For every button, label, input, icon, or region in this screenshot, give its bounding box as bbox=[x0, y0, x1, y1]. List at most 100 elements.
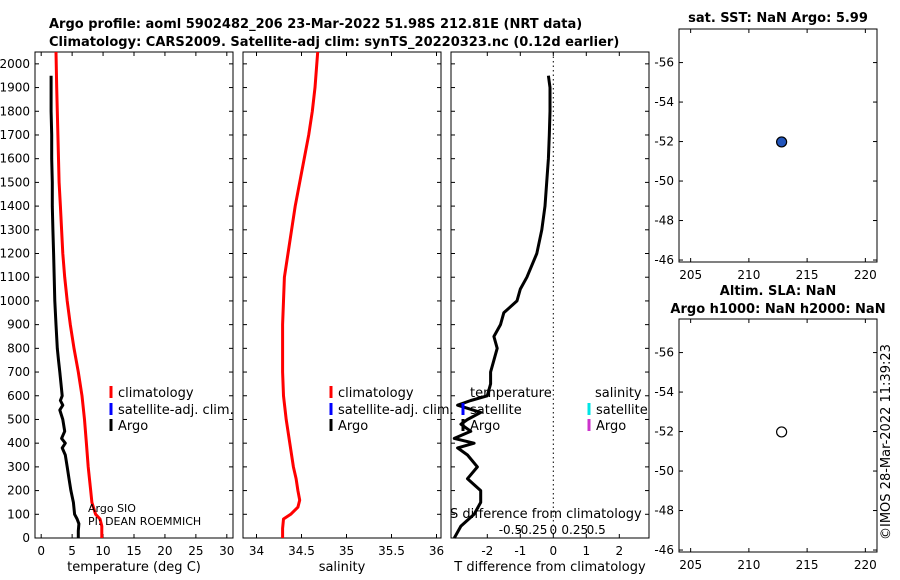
y-tick-label: -56 bbox=[654, 56, 674, 70]
temperature-panel bbox=[34, 51, 234, 539]
y-tick-label: -56 bbox=[654, 346, 674, 360]
figure-title-line2: Climatology: CARS2009. Satellite-adj cli… bbox=[49, 35, 619, 50]
x-tick-label: 0 bbox=[549, 544, 557, 558]
y-tick-label: 1900 bbox=[0, 81, 30, 95]
y-tick-label: -48 bbox=[654, 214, 674, 228]
temperature-axis-label: temperature (deg C) bbox=[67, 560, 201, 575]
legend-t-argo-label: Argo bbox=[470, 419, 500, 434]
y-tick-label: -52 bbox=[654, 425, 674, 439]
x-tick-label: 2 bbox=[615, 544, 623, 558]
y-tick-label: -46 bbox=[654, 543, 674, 557]
x-tick-label: 34 bbox=[249, 544, 264, 558]
temperature-legend: climatology satellite-adj. clim. Argo bbox=[109, 386, 234, 434]
s-diff-tick-label: 0.25 bbox=[561, 523, 588, 537]
legend-s-argo-label: Argo bbox=[596, 419, 626, 434]
x-tick-label: 35.5 bbox=[378, 544, 405, 558]
argo-location-marker bbox=[776, 426, 788, 438]
pi-name: PI: DEAN ROEMMICH bbox=[88, 515, 201, 528]
x-tick-label: 10 bbox=[95, 544, 110, 558]
y-tick-label: 200 bbox=[7, 484, 30, 498]
argo-location-marker bbox=[776, 136, 788, 148]
x-tick-label: 1 bbox=[582, 544, 590, 558]
x-tick-label: -2 bbox=[481, 544, 493, 558]
y-tick-label: 800 bbox=[7, 341, 30, 355]
y-tick-label: -50 bbox=[654, 174, 674, 188]
y-tick-label: 700 bbox=[7, 365, 30, 379]
x-tick-label: 205 bbox=[679, 268, 702, 282]
legend-climatology-label: climatology bbox=[118, 386, 194, 401]
y-tick-label: 1000 bbox=[0, 294, 30, 308]
legend-argo-label: Argo bbox=[118, 419, 148, 434]
legend-climatology-label: climatology bbox=[338, 386, 414, 401]
x-tick-label: 25 bbox=[188, 544, 203, 558]
t-difference-axis-label: T difference from climatology bbox=[453, 560, 646, 575]
x-tick-label: 210 bbox=[737, 268, 760, 282]
x-tick-label: 15 bbox=[126, 544, 141, 558]
y-tick-label: 1100 bbox=[0, 270, 30, 284]
salinity-panel bbox=[242, 51, 442, 539]
legend-s-satellite-label: satellite bbox=[596, 403, 648, 418]
s-difference-axis-label: S difference from climatology bbox=[450, 507, 642, 522]
y-tick-label: 500 bbox=[7, 412, 30, 426]
x-tick-label: 35 bbox=[339, 544, 354, 558]
series-line-climatology bbox=[281, 51, 320, 538]
legend-temperature-header: temperature bbox=[470, 386, 552, 401]
x-tick-label: 36 bbox=[429, 544, 444, 558]
legend-satellite-label: satellite-adj. clim. bbox=[338, 403, 454, 418]
y-tick-label: 1500 bbox=[0, 175, 30, 189]
y-tick-label: 0 bbox=[22, 531, 30, 545]
series-line-argo bbox=[49, 75, 81, 538]
y-tick-label: -52 bbox=[654, 135, 674, 149]
y-tick-label: 2000 bbox=[0, 57, 30, 71]
legend-satellite-label: satellite-adj. clim. bbox=[118, 403, 234, 418]
salinity-legend: climatology satellite-adj. clim. Argo bbox=[329, 386, 454, 434]
series-line-t-difference-argo bbox=[452, 75, 552, 539]
x-tick-label: -1 bbox=[514, 544, 526, 558]
y-tick-label: -46 bbox=[654, 253, 674, 267]
y-tick-label: 300 bbox=[7, 460, 30, 474]
legend-argo-label: Argo bbox=[338, 419, 368, 434]
x-tick-label: 205 bbox=[679, 558, 702, 572]
x-tick-label: 34.5 bbox=[288, 544, 315, 558]
x-tick-label: 0 bbox=[37, 544, 45, 558]
x-tick-label: 5 bbox=[68, 544, 76, 558]
figure-title-line1: Argo profile: aoml 5902482_206 23-Mar-20… bbox=[49, 17, 582, 32]
s-diff-tick-label: 0.5 bbox=[587, 523, 606, 537]
x-tick-label: 215 bbox=[796, 558, 819, 572]
x-tick-label: 210 bbox=[737, 558, 760, 572]
y-tick-label: 900 bbox=[7, 318, 30, 332]
x-tick-label: 20 bbox=[157, 544, 172, 558]
y-tick-label: 1200 bbox=[0, 247, 30, 261]
y-tick-label: 1800 bbox=[0, 104, 30, 118]
altim-map-panel bbox=[678, 318, 878, 553]
y-tick-label: 1600 bbox=[0, 152, 30, 166]
y-tick-label: -54 bbox=[654, 385, 674, 399]
y-tick-label: 1700 bbox=[0, 128, 30, 142]
s-diff-tick-label: -0.5 bbox=[499, 523, 522, 537]
sst-map-panel bbox=[678, 28, 878, 263]
series-line-climatology bbox=[54, 51, 104, 538]
sst-map-title: sat. SST: NaN Argo: 5.99 bbox=[688, 11, 868, 26]
difference-panel bbox=[450, 51, 650, 539]
x-tick-label: 30 bbox=[219, 544, 234, 558]
y-tick-label: 1300 bbox=[0, 223, 30, 237]
x-tick-label: 220 bbox=[854, 558, 877, 572]
y-tick-label: 1400 bbox=[0, 199, 30, 213]
x-tick-label: 220 bbox=[854, 268, 877, 282]
y-tick-label: -48 bbox=[654, 504, 674, 518]
copyright-stamp: ©IMOS 28-Mar-2022 11:39:23 bbox=[879, 344, 894, 540]
y-tick-label: -50 bbox=[654, 464, 674, 478]
legend-t-satellite-label: satellite bbox=[470, 403, 522, 418]
argo-institution: Argo SIO bbox=[88, 502, 136, 515]
y-tick-label: 600 bbox=[7, 389, 30, 403]
y-tick-label: -54 bbox=[654, 95, 674, 109]
y-tick-label: 100 bbox=[7, 507, 30, 521]
altim-map-title-line2: Argo h1000: NaN h2000: NaN bbox=[670, 302, 885, 317]
x-tick-label: 215 bbox=[796, 268, 819, 282]
y-tick-label: 400 bbox=[7, 436, 30, 450]
difference-legend: temperature salinity satellite Argo sate… bbox=[461, 386, 648, 434]
altim-map-title-line1: Altim. SLA: NaN bbox=[720, 284, 836, 299]
salinity-axis-label: salinity bbox=[319, 560, 366, 575]
s-diff-tick-label: -0.25 bbox=[516, 523, 547, 537]
